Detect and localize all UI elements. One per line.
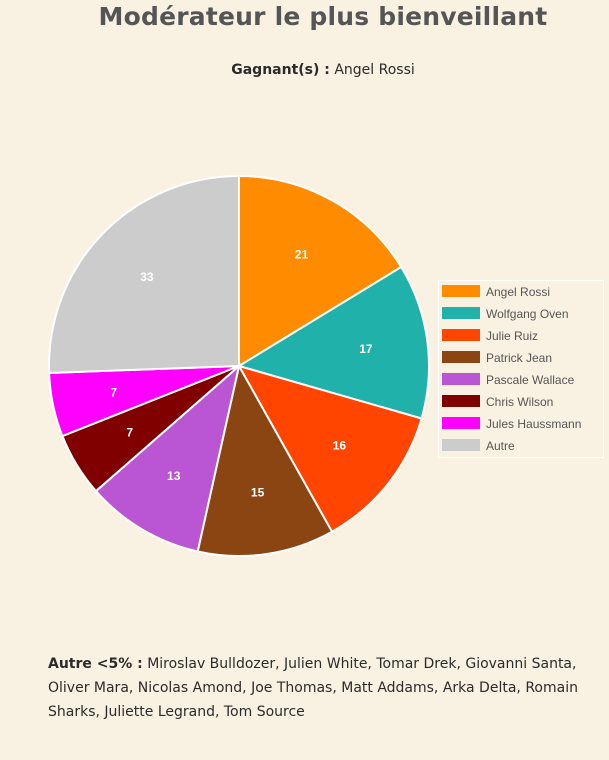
legend-item[interactable]: Julie Ruiz — [439, 325, 603, 347]
legend-label: Wolfgang Oven — [486, 307, 569, 321]
legend-item[interactable]: Angel Rossi — [439, 281, 603, 303]
legend-label: Autre — [486, 439, 515, 453]
pie-slice-label: 21 — [295, 247, 309, 261]
winner-label: Gagnant(s) : — [231, 62, 330, 78]
pie-slice[interactable] — [238, 174, 403, 368]
pie-slice[interactable] — [48, 174, 240, 374]
legend-label: Jules Haussmann — [486, 417, 582, 431]
pie-slice-labels: 21 17 16 15 13 7 7 33 — [110, 247, 373, 499]
legend-item[interactable]: Chris Wilson — [439, 391, 603, 413]
chart-title: Modérateur le plus bienveillant — [98, 2, 548, 31]
pie-slice-label: 17 — [359, 342, 373, 356]
pie-slice-label: 7 — [126, 426, 133, 440]
other-footnote-text: Miroslav Bulldozer, Julien White, Tomar … — [48, 656, 578, 720]
legend-swatch — [442, 417, 480, 429]
other-footnote-label: Autre <5% : — [48, 656, 143, 672]
winner-line: Gagnant(s) : Angel Rossi — [0, 62, 609, 78]
legend-item[interactable]: Patrick Jean — [439, 347, 603, 369]
legend-label: Angel Rossi — [486, 285, 551, 299]
pie-slice[interactable] — [94, 363, 241, 553]
legend-label: Chris Wilson — [486, 395, 554, 409]
legend-swatch — [442, 373, 480, 385]
pie-slice-label: 15 — [251, 486, 265, 500]
pie-slices — [48, 174, 430, 557]
legend-label: Patrick Jean — [486, 351, 553, 365]
legend-swatch — [442, 307, 480, 319]
legend-item[interactable]: Wolfgang Oven — [439, 303, 603, 325]
pie-slice-label: 13 — [167, 469, 181, 483]
winner-value: Angel Rossi — [334, 62, 415, 78]
legend-swatch — [442, 285, 480, 297]
legend-item[interactable]: Pascale Wallace — [439, 369, 603, 391]
legend-swatch — [442, 395, 480, 407]
pie-slice[interactable] — [236, 265, 430, 420]
legend-swatch — [442, 439, 480, 451]
pie-slice-label: 7 — [110, 385, 117, 399]
legend-swatch — [442, 329, 480, 341]
legend-label: Julie Ruiz — [486, 329, 539, 343]
legend-item[interactable]: Jules Haussmann — [439, 413, 603, 435]
legend-swatch — [442, 351, 480, 363]
other-footnote: Autre <5% : Miroslav Bulldozer, Julien W… — [48, 652, 593, 724]
pie-slice[interactable] — [236, 364, 423, 534]
pie-slice-label: 16 — [333, 439, 347, 453]
chart-legend: Angel Rossi Wolfgang Oven Julie Ruiz Patric… — [438, 280, 604, 458]
pie-slice[interactable] — [196, 363, 334, 557]
legend-item[interactable]: Autre — [439, 435, 603, 457]
legend-label: Pascale Wallace — [486, 373, 575, 387]
pie-slice-label: 33 — [140, 270, 154, 284]
